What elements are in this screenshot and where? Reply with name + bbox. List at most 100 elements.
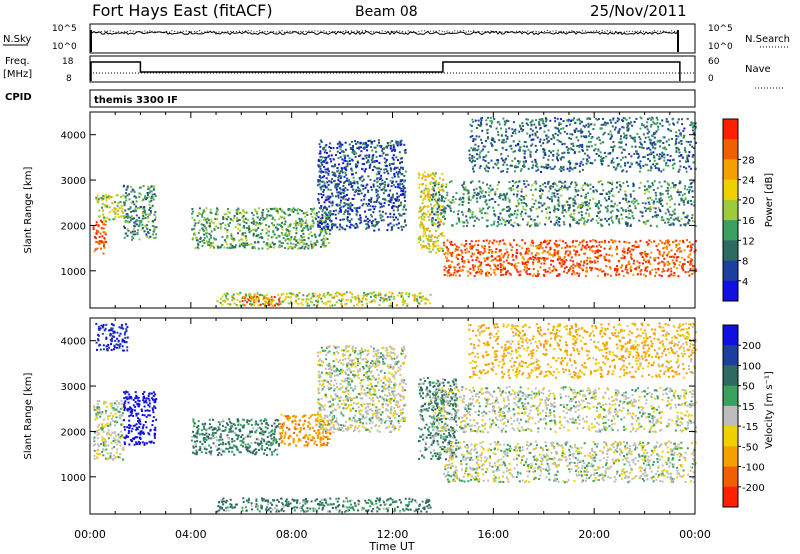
data-cell [402, 168, 404, 171]
data-cell [588, 248, 591, 251]
data-cell [389, 212, 392, 215]
data-cell [609, 137, 612, 140]
data-cell [290, 236, 293, 239]
data-cell [485, 169, 487, 172]
data-cell [228, 211, 231, 214]
data-cell [661, 205, 664, 207]
data-cell [537, 168, 540, 171]
data-cell [615, 268, 617, 271]
data-cell [625, 194, 628, 197]
data-cell [473, 188, 475, 191]
data-cell [205, 240, 208, 243]
data-cell [494, 200, 497, 203]
data-cell [463, 188, 466, 191]
data-cell [568, 185, 571, 188]
data-cell [424, 178, 427, 181]
data-cell [644, 223, 647, 225]
data-cell [280, 242, 283, 244]
data-cell [688, 241, 691, 244]
data-cell [688, 154, 691, 157]
data-cell [350, 223, 352, 226]
data-cell [253, 298, 255, 301]
data-cell [261, 247, 264, 250]
data-cell [440, 197, 443, 200]
data-cell [673, 240, 676, 243]
data-cell [328, 146, 331, 149]
data-cell [431, 185, 434, 188]
data-cell [133, 217, 135, 220]
data-cell [633, 136, 636, 139]
data-cell [670, 129, 673, 132]
data-cell [383, 181, 386, 184]
data-cell [526, 261, 529, 264]
data-cell [531, 160, 534, 163]
data-cell [369, 178, 372, 181]
data-cell [648, 138, 651, 141]
data-cell [380, 154, 383, 157]
data-cell [454, 266, 457, 269]
data-cell [449, 265, 452, 268]
data-cell [191, 216, 194, 219]
data-cell [472, 159, 474, 162]
data-cell [404, 191, 406, 194]
data-cell [612, 148, 614, 151]
data-cell [438, 197, 440, 200]
data-cell [475, 135, 478, 138]
data-cell [423, 191, 426, 194]
data-cell [391, 176, 394, 179]
data-cell [656, 121, 659, 124]
data-cell [597, 222, 600, 224]
data-cell [418, 293, 421, 296]
data-cell [511, 180, 514, 183]
data-cell [510, 134, 513, 137]
data-cell [288, 292, 291, 295]
data-cell [249, 293, 252, 296]
data-cell [139, 186, 142, 189]
data-cell [626, 224, 629, 227]
data-cell [652, 184, 654, 187]
data-cell [272, 230, 275, 233]
data-cell [596, 251, 599, 254]
data-cell [472, 140, 475, 143]
data-cell [230, 236, 233, 239]
data-cell [610, 183, 613, 186]
data-cell [311, 243, 314, 246]
data-cell [404, 200, 407, 202]
data-cell [243, 304, 246, 307]
data-cell [426, 210, 429, 213]
data-cell [227, 298, 229, 301]
data-cell [687, 200, 690, 202]
data-cell [301, 227, 304, 230]
data-cell [114, 216, 117, 218]
data-cell [508, 199, 511, 202]
data-cell [611, 187, 614, 190]
data-cell [373, 146, 376, 149]
data-cell [484, 259, 486, 262]
data-cell [670, 214, 673, 217]
data-cell [589, 260, 592, 263]
data-cell [452, 210, 455, 213]
data-cell [103, 219, 106, 222]
data-cell [351, 223, 354, 226]
data-cell [562, 209, 564, 212]
data-cell [562, 120, 565, 123]
data-cell [499, 249, 502, 252]
data-cell [609, 266, 611, 269]
data-cell [667, 210, 670, 213]
data-cell [518, 197, 521, 200]
data-cell [485, 123, 488, 126]
data-cell [560, 170, 563, 173]
data-cell [369, 301, 372, 303]
data-cell [521, 262, 524, 265]
data-cell [525, 264, 528, 266]
data-cell [324, 168, 327, 171]
data-cell [284, 238, 287, 241]
data-cell [479, 197, 482, 200]
data-cell [511, 185, 514, 187]
data-cell [206, 217, 209, 220]
data-cell [568, 206, 571, 209]
data-cell [259, 303, 262, 306]
data-cell [375, 296, 378, 299]
data-cell [330, 212, 333, 215]
data-cell [247, 228, 250, 231]
